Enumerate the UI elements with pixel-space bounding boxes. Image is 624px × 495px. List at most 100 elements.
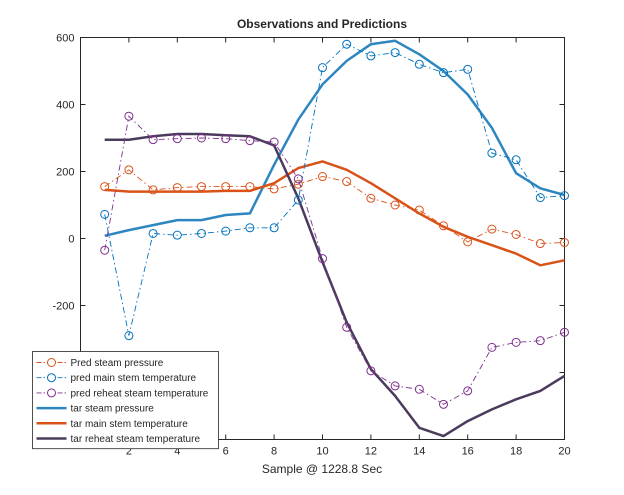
legend-label: pred reheat steam temperature: [71, 388, 209, 399]
series-layer: [100, 39, 569, 438]
data-point: [463, 386, 473, 396]
legend-label: Pred steam pressure: [71, 358, 164, 369]
x-tick-label: 2: [126, 446, 132, 458]
data-point: [293, 195, 303, 205]
series-line: [104, 160, 565, 267]
x-tick-label: 6: [223, 446, 229, 458]
legend-label: tar steam pressure: [71, 404, 155, 415]
y-tick-label: 600: [56, 33, 74, 45]
legend-marker: [47, 358, 56, 367]
x-tick-label: 8: [271, 446, 277, 458]
legend-item: tar reheat steam temperature: [36, 434, 201, 445]
data-point: [535, 239, 545, 249]
x-axis-label: Sample @ 1228.8 Sec: [262, 462, 382, 476]
data-point: [124, 165, 134, 175]
data-point: [511, 229, 521, 239]
legend-item: Pred steam pressure: [36, 358, 164, 369]
data-point: [172, 230, 182, 240]
x-tick-label: 4: [174, 446, 180, 458]
axis-ticks: 2 4 6 8 10 12 14 16 18 20 -200 0 200 400 600: [52, 33, 570, 458]
data-point: [293, 174, 303, 184]
data-point: [197, 228, 206, 238]
data-point: [414, 59, 424, 69]
data-point: [487, 148, 497, 158]
data-point: [221, 134, 231, 144]
data-point: [439, 399, 448, 409]
data-point: [463, 64, 473, 74]
data-point: [100, 209, 110, 219]
data-point: [535, 193, 545, 203]
x-tick-label: 14: [413, 446, 425, 458]
data-point: [366, 366, 376, 376]
data-point: [269, 223, 279, 233]
data-point: [221, 226, 231, 236]
legend-label: tar main stem temperature: [71, 419, 189, 430]
data-point: [511, 155, 521, 165]
legend-item: pred reheat steam temperature: [36, 388, 209, 399]
data-point: [318, 63, 327, 73]
x-tick-label: 18: [510, 446, 522, 458]
legend-item: tar main stem temperature: [36, 419, 189, 430]
data-point: [390, 200, 400, 210]
legend-marker: [47, 373, 56, 383]
data-point: [342, 322, 352, 332]
data-point: [245, 136, 255, 146]
y-tick-label: 400: [56, 100, 74, 112]
data-point: [439, 68, 448, 78]
data-point: [124, 331, 134, 341]
data-point: [197, 133, 206, 143]
data-point: [221, 182, 231, 192]
series-pred-main-stem-temperature: [100, 39, 569, 341]
data-point: [560, 238, 569, 248]
data-point: [487, 342, 497, 352]
data-point: [148, 185, 158, 195]
legend-item: tar steam pressure: [36, 404, 155, 415]
series-line: [104, 169, 565, 244]
data-point: [100, 182, 110, 192]
x-tick-label: 10: [316, 446, 328, 458]
data-point: [269, 184, 279, 194]
data-point: [390, 381, 400, 391]
legend-marker: [47, 388, 56, 398]
legend-label: tar reheat steam temperature: [71, 434, 201, 445]
data-point: [366, 51, 376, 61]
chart-title: Observations and Predictions: [237, 17, 407, 31]
data-point: [245, 223, 255, 233]
data-point: [293, 179, 303, 189]
series-pred-reheat-steam-temperature: [100, 111, 569, 409]
y-tick-label: 200: [56, 167, 74, 179]
data-point: [414, 384, 424, 394]
series-tar-main-stem-temperature: [104, 160, 565, 267]
data-point: [148, 135, 158, 145]
data-point: [390, 48, 400, 58]
data-point: [535, 336, 545, 346]
legend-box: [32, 351, 219, 450]
data-point: [463, 237, 473, 247]
data-point: [342, 177, 352, 187]
legend: Pred steam pressure pred main stem temper…: [32, 351, 219, 450]
y-tick-label: -200: [52, 301, 74, 313]
legend-label: pred main stem temperature: [71, 373, 197, 384]
legend-item: pred main stem temperature: [36, 373, 197, 384]
series-line: [104, 132, 566, 438]
data-point: [172, 183, 182, 193]
data-point: [511, 337, 521, 347]
x-tick-label: 20: [558, 446, 570, 458]
data-point: [318, 172, 327, 182]
data-point: [197, 182, 206, 192]
data-point: [269, 137, 279, 147]
y-tick-label: 0: [68, 234, 74, 246]
data-point: [560, 191, 569, 201]
series-tar-reheat-steam-temperature: [104, 132, 566, 438]
x-tick-label: 12: [365, 446, 377, 458]
data-point: [366, 193, 376, 203]
series-line: [104, 39, 565, 238]
data-point: [414, 205, 424, 215]
x-tick-label: 16: [462, 446, 474, 458]
data-point: [342, 39, 352, 49]
data-point: [124, 111, 134, 121]
series-tar-steam-pressure: [104, 39, 565, 238]
data-point: [439, 221, 448, 231]
data-point: [172, 134, 182, 144]
